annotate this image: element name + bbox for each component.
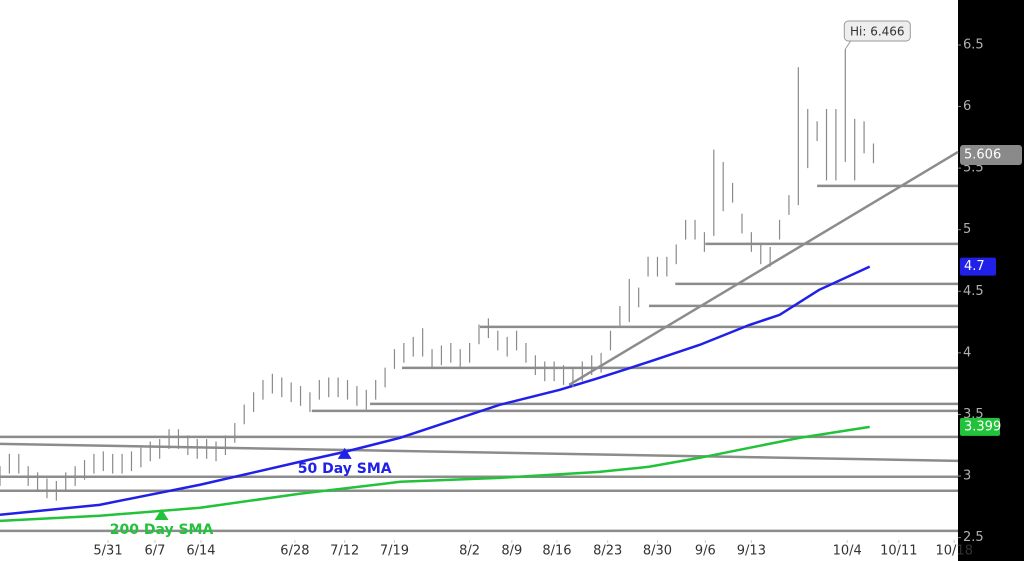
sma-marker	[154, 508, 169, 520]
x-tick-label: 8/2	[459, 544, 480, 559]
x-tick-label: 7/12	[330, 544, 359, 559]
moving-average	[0, 425, 870, 523]
x-tick-label: 6/14	[186, 544, 215, 559]
x-tick-label: 6/28	[280, 544, 309, 559]
y-tick-label: 6	[963, 99, 971, 114]
price-axis	[958, 0, 1024, 561]
y-tick-label: 4	[963, 345, 971, 360]
x-tick-label: 10/4	[833, 544, 862, 559]
x-tick-label: 10/11	[880, 544, 917, 559]
sma-label: 50 Day SMA	[298, 461, 392, 477]
price-tag-box	[960, 257, 996, 276]
y-tick-label: 3	[963, 469, 971, 484]
price-tag-box	[960, 417, 1000, 436]
hi-box	[843, 20, 911, 42]
sma-marker	[337, 447, 352, 459]
x-tick-label: 8/9	[501, 544, 522, 559]
x-tick-label: 6/7	[145, 544, 166, 559]
hi-label: Hi: 6.466	[850, 25, 905, 39]
x-tick-label: 7/19	[380, 544, 409, 559]
trend-line	[568, 150, 959, 386]
y-tick-label: 6.5	[963, 37, 984, 52]
x-tick-label: 5/31	[93, 544, 122, 559]
price-tag: 4.7	[964, 259, 985, 274]
y-tick-label: 5	[963, 222, 971, 237]
sma-label: 200 Day SMA	[110, 522, 214, 538]
last-price-box	[960, 145, 1022, 166]
moving-average	[0, 265, 871, 517]
x-tick-label: 8/16	[542, 544, 571, 559]
x-tick-label: 10/18	[936, 544, 973, 559]
hi-pointer	[844, 39, 852, 50]
x-tick-label: 8/30	[643, 544, 672, 559]
last-price: 5.606	[964, 148, 1001, 163]
x-tick-label: 9/13	[737, 544, 766, 559]
y-tick-label: 4.5	[963, 284, 984, 299]
price-tag: 3.399	[964, 419, 1001, 434]
x-tick-label: 9/6	[695, 544, 716, 559]
y-tick-label: 2.5	[963, 530, 984, 545]
x-tick-label: 8/23	[593, 544, 622, 559]
